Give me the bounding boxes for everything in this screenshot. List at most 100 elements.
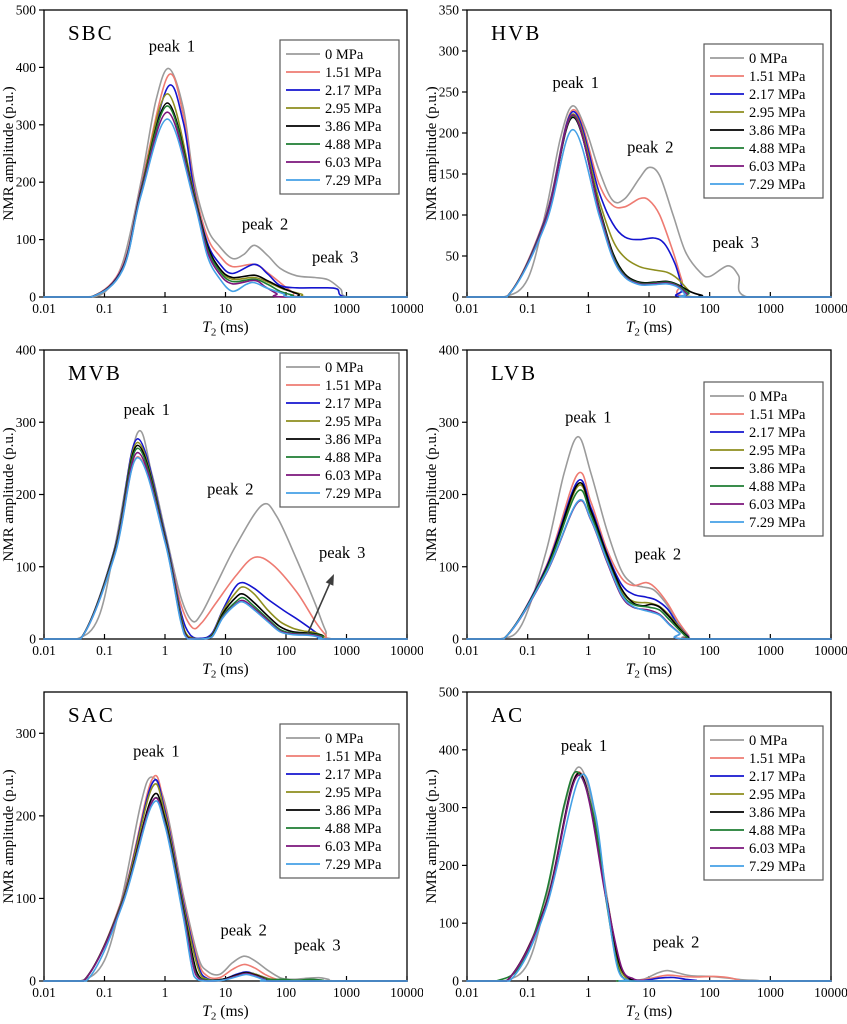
legend-entry: 4.88 MPa bbox=[710, 141, 806, 157]
legend-label: 4.88 MPa bbox=[749, 479, 806, 495]
legend-box bbox=[703, 381, 824, 537]
legend-entry: 2.95 MPa bbox=[286, 414, 382, 430]
x-tick-label: 10000 bbox=[814, 985, 847, 1000]
legend-entry: 1.51 MPa bbox=[286, 749, 382, 765]
legend-label: 7.29 MPa bbox=[749, 177, 806, 193]
legend-entry: 7.29 MPa bbox=[710, 515, 806, 531]
y-tick-label: 100 bbox=[439, 916, 460, 931]
legend-entry: 2.17 MPa bbox=[710, 87, 806, 103]
y-tick-label: 300 bbox=[16, 726, 37, 741]
legend-label: 7.29 MPa bbox=[749, 515, 806, 531]
chart-title: LVB bbox=[491, 361, 537, 385]
legend: 0 MPa 1.51 MPa 2.17 MPa 2.95 MPa 3.86 MPa 4.8… bbox=[703, 43, 824, 199]
legend-entry: 0 MPa bbox=[286, 360, 364, 376]
x-tick-label: 0.01 bbox=[455, 643, 479, 658]
y-axis-label: NMR amplitude (p.u.) bbox=[424, 769, 440, 903]
legend-label: 2.95 MPa bbox=[325, 414, 382, 430]
legend-label: 2.17 MPa bbox=[325, 83, 382, 99]
x-tick-label: 1000 bbox=[757, 301, 784, 316]
y-tick-label: 300 bbox=[16, 415, 37, 430]
legend-label: 2.17 MPa bbox=[325, 767, 382, 783]
legend-label: 2.17 MPa bbox=[749, 769, 806, 785]
legend-entry: 7.29 MPa bbox=[286, 173, 382, 189]
legend-entry: 6.03 MPa bbox=[286, 468, 382, 484]
y-tick-label: 0 bbox=[452, 632, 459, 647]
legend-entry: 6.03 MPa bbox=[710, 841, 806, 857]
legend-label: 1.51 MPa bbox=[749, 751, 806, 767]
y-tick-label: 400 bbox=[439, 742, 460, 757]
annotation-peak-1: peak 1 bbox=[553, 73, 599, 92]
legend-entry: 1.51 MPa bbox=[710, 751, 806, 767]
annotation-peak-3: peak 3 bbox=[294, 935, 340, 954]
annotation-peak-1: peak 1 bbox=[133, 741, 179, 760]
x-tick-label: 1 bbox=[585, 985, 592, 1000]
legend-entry: 3.86 MPa bbox=[286, 432, 382, 448]
legend-label: 2.95 MPa bbox=[749, 105, 806, 121]
x-axis-label: T2 (ms) bbox=[202, 1003, 248, 1023]
series-line-7-29-mpa bbox=[43, 118, 408, 298]
legend-entry: 1.51 MPa bbox=[286, 65, 382, 81]
series-line-7-29-mpa bbox=[43, 456, 408, 640]
legend-label: 1.51 MPa bbox=[749, 69, 806, 85]
legend-entry: 4.88 MPa bbox=[710, 479, 806, 495]
y-axis-label: NMR amplitude (p.u.) bbox=[1, 86, 17, 220]
y-tick-label: 200 bbox=[439, 858, 460, 873]
series-line-2-95-mpa bbox=[43, 441, 408, 640]
chart-title: SAC bbox=[68, 703, 115, 727]
annotation-peak-2: peak 2 bbox=[242, 214, 288, 233]
x-tick-label: 10 bbox=[219, 985, 233, 1000]
x-tick-label: 0.1 bbox=[519, 643, 536, 658]
x-tick-label: 100 bbox=[700, 985, 721, 1000]
legend-entry: 2.17 MPa bbox=[286, 396, 382, 412]
x-tick-label: 1 bbox=[162, 301, 169, 316]
x-tick-label: 10 bbox=[642, 301, 656, 316]
chart-ac: 0.01 0.1 1 10 100 1000 10000 0 100 200 300 400 500 NM… bbox=[424, 685, 847, 1023]
x-tick-label: 1000 bbox=[757, 985, 784, 1000]
legend-label: 6.03 MPa bbox=[325, 468, 382, 484]
annotation-peak-1: peak 1 bbox=[565, 407, 611, 426]
y-tick-label: 200 bbox=[16, 808, 37, 823]
y-tick-label: 400 bbox=[16, 60, 37, 75]
legend-label: 4.88 MPa bbox=[325, 450, 382, 466]
chart-sac: 0.01 0.1 1 10 100 1000 10000 0 100 200 300 NMR ampl… bbox=[1, 691, 423, 1023]
legend-entry: 6.03 MPa bbox=[286, 155, 382, 171]
x-axis-label: T2 (ms) bbox=[626, 1003, 672, 1023]
x-tick-label: 10 bbox=[219, 643, 233, 658]
legend-label: 0 MPa bbox=[325, 47, 364, 63]
legend-entry: 2.95 MPa bbox=[710, 443, 806, 459]
legend-entry: 0 MPa bbox=[286, 731, 364, 747]
series-line-0-mpa bbox=[43, 776, 408, 982]
y-tick-label: 200 bbox=[16, 175, 37, 190]
chart-title: MVB bbox=[68, 361, 122, 385]
legend-entry: 3.86 MPa bbox=[286, 803, 382, 819]
legend-label: 0 MPa bbox=[325, 360, 364, 376]
series-line-7-29-mpa bbox=[43, 800, 408, 982]
y-axis-label: NMR amplitude (p.u.) bbox=[424, 427, 440, 561]
legend-label: 7.29 MPa bbox=[325, 857, 382, 873]
x-tick-label: 10000 bbox=[390, 301, 423, 316]
legend-label: 4.88 MPa bbox=[325, 821, 382, 837]
annotation-arrow bbox=[307, 573, 334, 634]
legend-label: 2.95 MPa bbox=[749, 787, 806, 803]
legend-entry: 2.95 MPa bbox=[710, 105, 806, 121]
annotation-peak-2: peak 2 bbox=[221, 921, 267, 940]
x-axis-label: T2 (ms) bbox=[202, 661, 248, 681]
x-tick-label: 100 bbox=[276, 643, 297, 658]
x-tick-label: 1 bbox=[585, 301, 592, 316]
x-tick-label: 1000 bbox=[333, 985, 360, 1000]
annotation-peak-1: peak 1 bbox=[561, 736, 607, 755]
legend-entry: 0 MPa bbox=[710, 51, 788, 67]
legend: 0 MPa 1.51 MPa 2.17 MPa 2.95 MPa 3.86 MPa 4.8… bbox=[703, 381, 824, 537]
legend-box bbox=[703, 725, 824, 881]
series-line-2-17-mpa bbox=[43, 438, 408, 640]
chart-hvb: 0.01 0.1 1 10 100 1000 10000 0 50 100 150 200 250 300… bbox=[424, 3, 847, 339]
chart-title: AC bbox=[491, 703, 524, 727]
legend-label: 3.86 MPa bbox=[325, 432, 382, 448]
y-tick-label: 200 bbox=[16, 487, 37, 502]
legend-entry: 3.86 MPa bbox=[710, 805, 806, 821]
annotation-peak-1: peak 1 bbox=[149, 36, 195, 55]
legend-label: 2.17 MPa bbox=[749, 87, 806, 103]
legend-entry: 7.29 MPa bbox=[710, 177, 806, 193]
x-tick-label: 100 bbox=[276, 985, 297, 1000]
x-tick-label: 100 bbox=[700, 643, 721, 658]
